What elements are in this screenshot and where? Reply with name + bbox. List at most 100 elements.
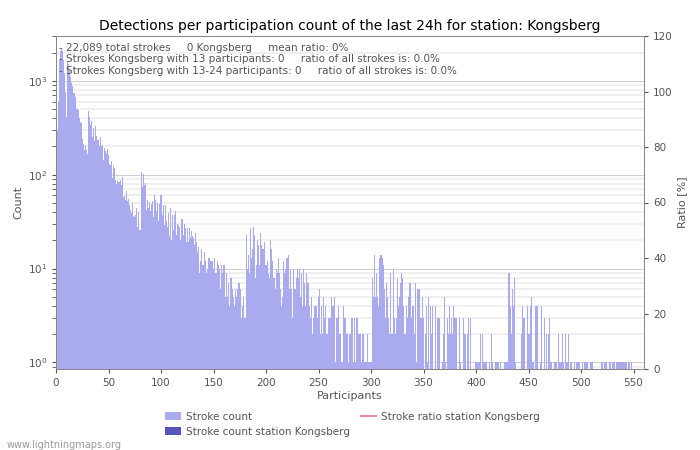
Bar: [561, 334, 563, 450]
Bar: [60, 51, 61, 450]
Bar: [426, 306, 427, 450]
Bar: [587, 362, 588, 450]
Bar: [372, 297, 374, 450]
Bar: [242, 306, 244, 450]
Bar: [304, 283, 305, 450]
Bar: [225, 273, 227, 450]
Bar: [606, 362, 607, 450]
Bar: [112, 178, 113, 450]
Bar: [212, 261, 213, 450]
Bar: [204, 261, 206, 450]
Bar: [393, 318, 395, 450]
Bar: [554, 362, 555, 450]
Bar: [403, 306, 404, 450]
Bar: [240, 289, 241, 450]
Bar: [233, 297, 234, 450]
Bar: [94, 140, 95, 450]
Bar: [288, 289, 290, 450]
Bar: [524, 318, 525, 450]
Bar: [386, 283, 387, 450]
Bar: [209, 258, 210, 450]
Bar: [234, 306, 235, 450]
Bar: [281, 306, 282, 450]
Bar: [592, 362, 593, 450]
Bar: [122, 197, 124, 450]
Bar: [263, 249, 265, 450]
Bar: [231, 278, 232, 450]
Bar: [294, 289, 295, 450]
Bar: [379, 258, 380, 450]
Bar: [346, 334, 347, 450]
Bar: [377, 297, 378, 450]
Bar: [208, 258, 209, 450]
Bar: [65, 92, 66, 450]
Bar: [528, 334, 529, 450]
Bar: [97, 140, 99, 450]
Bar: [155, 200, 156, 450]
Bar: [126, 191, 127, 450]
Bar: [555, 362, 556, 450]
Bar: [130, 210, 131, 450]
Bar: [443, 334, 444, 450]
Bar: [334, 297, 335, 450]
Bar: [193, 238, 194, 450]
Bar: [63, 59, 64, 450]
Bar: [72, 86, 74, 450]
Bar: [167, 226, 168, 450]
Bar: [529, 334, 530, 450]
Bar: [271, 249, 272, 450]
Bar: [438, 318, 439, 450]
Bar: [576, 362, 578, 450]
Bar: [343, 306, 344, 450]
Bar: [258, 244, 259, 450]
Bar: [335, 362, 336, 450]
Bar: [311, 297, 312, 450]
Bar: [109, 164, 110, 450]
Bar: [383, 265, 384, 450]
Bar: [364, 362, 365, 450]
Bar: [286, 258, 288, 450]
Bar: [189, 228, 190, 450]
Bar: [361, 362, 362, 450]
Bar: [151, 204, 152, 450]
Bar: [303, 269, 304, 450]
Bar: [420, 318, 421, 450]
Bar: [421, 318, 422, 450]
Bar: [89, 117, 90, 450]
Bar: [127, 201, 128, 450]
Bar: [556, 362, 557, 450]
Bar: [301, 273, 302, 450]
Bar: [404, 334, 405, 450]
Bar: [382, 258, 383, 450]
Bar: [246, 269, 248, 450]
Bar: [358, 334, 359, 450]
Bar: [134, 217, 135, 450]
Bar: [380, 255, 381, 450]
Bar: [533, 362, 534, 450]
Bar: [116, 184, 118, 450]
Bar: [479, 362, 480, 450]
Bar: [145, 183, 146, 450]
Bar: [215, 273, 216, 450]
Bar: [468, 318, 469, 450]
Bar: [336, 318, 337, 450]
Bar: [211, 261, 212, 450]
Bar: [514, 278, 515, 450]
Bar: [84, 150, 85, 450]
Bar: [69, 71, 70, 450]
Bar: [465, 334, 466, 450]
Bar: [218, 265, 219, 450]
Bar: [267, 273, 269, 450]
Bar: [196, 243, 197, 450]
Bar: [546, 334, 547, 450]
Bar: [486, 362, 487, 450]
Bar: [509, 273, 510, 450]
Bar: [87, 154, 88, 450]
Bar: [626, 362, 627, 450]
Bar: [586, 362, 587, 450]
Bar: [515, 362, 517, 450]
Bar: [568, 334, 569, 450]
Bar: [99, 137, 101, 450]
Bar: [106, 153, 107, 450]
Bar: [400, 283, 401, 450]
